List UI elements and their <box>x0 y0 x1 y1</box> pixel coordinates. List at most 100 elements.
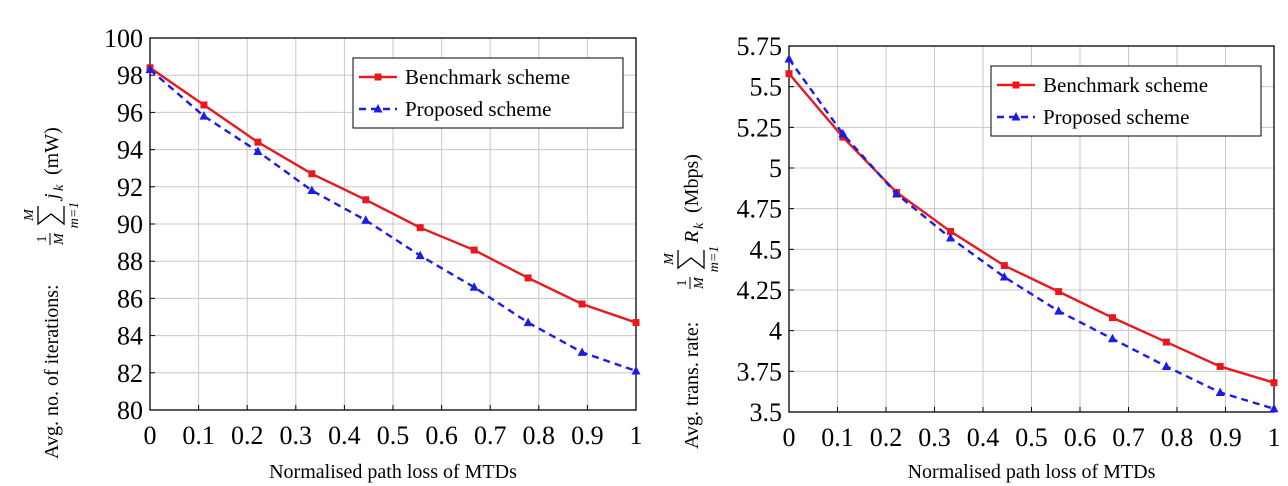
x-tick-label: 0.3 <box>280 421 313 450</box>
data-point <box>469 282 479 291</box>
data-point <box>999 271 1009 281</box>
data-point <box>415 250 425 260</box>
y-label-sum-top: M <box>22 208 37 222</box>
legend-label: Proposed scheme <box>405 97 551 121</box>
y-tick-label: 84 <box>117 322 143 351</box>
y-tick-label: 88 <box>117 247 143 276</box>
y-label-frac-den: M <box>692 276 707 290</box>
y-axis-label-text: Avg. no. of iterations: <box>41 284 63 459</box>
data-point <box>838 128 848 138</box>
legend-label: Benchmark scheme <box>405 65 570 89</box>
y-tick-label: 5.25 <box>737 113 783 142</box>
data-point <box>892 189 902 198</box>
x-tick-label: 0.6 <box>425 421 458 450</box>
y-label-unit: (mW) <box>41 127 63 175</box>
data-point <box>145 64 155 74</box>
data-point <box>1162 338 1170 346</box>
data-point <box>199 111 209 120</box>
data-point <box>1108 314 1116 322</box>
data-point <box>1215 387 1225 396</box>
y-axis-label-text: Avg. trans. rate: <box>681 322 703 449</box>
data-point <box>524 274 532 282</box>
x-axis-label: Normalised path loss of MTDs <box>269 461 517 483</box>
data-point <box>784 54 794 63</box>
y-label-sub: k <box>692 222 707 229</box>
series-line <box>149 66 637 324</box>
y-label-sub: k <box>52 184 67 191</box>
legend: Benchmark scheme Proposed scheme <box>990 65 1262 137</box>
y-label-sum-bottom: m=1 <box>67 202 82 229</box>
y-tick-label: 90 <box>117 210 143 239</box>
y-tick-label: 80 <box>117 396 143 425</box>
y-tick-label: 4.25 <box>737 276 783 305</box>
legend: Benchmark scheme Proposed scheme <box>352 57 624 129</box>
x-axis-label: Normalised path loss of MTDs <box>908 461 1156 483</box>
data-point <box>947 227 955 235</box>
data-point <box>200 101 208 109</box>
y-label-sum-sign <box>677 250 705 270</box>
x-tick-label: 0.1 <box>821 423 854 452</box>
data-point <box>1161 361 1171 370</box>
x-tick-label: 0.5 <box>377 421 410 450</box>
x-tick-label: 0.5 <box>1015 423 1048 452</box>
data-point <box>1270 379 1278 387</box>
legend-box <box>352 57 624 129</box>
data-point <box>470 246 478 254</box>
data-point <box>307 185 317 195</box>
x-tick-label: 0 <box>144 421 157 450</box>
x-tick-label: 0.8 <box>1161 423 1194 452</box>
y-label-unit: (Mbps) <box>681 154 703 213</box>
data-point <box>523 317 533 327</box>
legend-label: Proposed scheme <box>1043 105 1189 129</box>
series-line <box>149 68 637 373</box>
y-tick-label: 5.5 <box>750 73 783 102</box>
x-tick-label: 0 <box>783 423 796 452</box>
data-point <box>308 170 316 178</box>
x-tick-label: 1 <box>630 421 643 450</box>
y-label-var: j <box>41 193 63 202</box>
legend-label: Benchmark scheme <box>1043 73 1208 97</box>
y-label-var: R <box>681 231 703 244</box>
x-tick-label: 0.8 <box>523 421 556 450</box>
data-point <box>416 224 424 232</box>
y-label-frac-den: M <box>52 232 67 246</box>
data-point <box>253 146 263 155</box>
legend-marker <box>1012 81 1020 89</box>
y-axis-label: Avg. no. of iterations: 1 MM m=1jk(mW) <box>22 127 82 459</box>
y-label-sum-sign <box>37 206 65 226</box>
x-tick-label: 0.9 <box>1209 423 1242 452</box>
x-tick-label: 0.6 <box>1064 423 1097 452</box>
y-label-sum-bottom: m=1 <box>707 246 722 273</box>
y-label-frac-num: 1 <box>35 236 50 243</box>
data-point <box>361 215 371 224</box>
x-tick-label: 0.1 <box>182 421 215 450</box>
y-tick-label: 5 <box>769 154 782 183</box>
x-tick-label: 0.7 <box>474 421 507 450</box>
y-tick-label: 92 <box>117 173 143 202</box>
y-label-frac-num: 1 <box>675 280 690 287</box>
data-point <box>1216 362 1224 370</box>
x-tick-label: 0.4 <box>328 421 361 450</box>
series-line <box>788 58 1275 410</box>
x-tick-label: 0.2 <box>231 421 264 450</box>
data-point <box>1269 403 1279 413</box>
data-point <box>578 300 586 308</box>
data-point <box>362 196 370 204</box>
y-tick-label: 4.5 <box>750 235 783 264</box>
y-tick-label: 96 <box>117 98 143 127</box>
series-proposed-scheme <box>145 64 641 375</box>
y-tick-label: 100 <box>104 24 143 53</box>
y-tick-label: 3.5 <box>750 398 783 427</box>
y-tick-label: 86 <box>117 284 143 313</box>
data-point <box>1054 306 1064 315</box>
x-tick-label: 1 <box>1268 423 1281 452</box>
data-point <box>1055 288 1063 296</box>
data-point <box>785 70 793 78</box>
data-point <box>1107 333 1117 343</box>
legend-marker <box>373 104 383 113</box>
data-point <box>632 319 640 327</box>
x-tick-label: 0.3 <box>918 423 951 452</box>
y-tick-label: 5.75 <box>737 32 783 61</box>
y-tick-label: 82 <box>117 359 143 388</box>
legend-marker <box>374 73 382 81</box>
